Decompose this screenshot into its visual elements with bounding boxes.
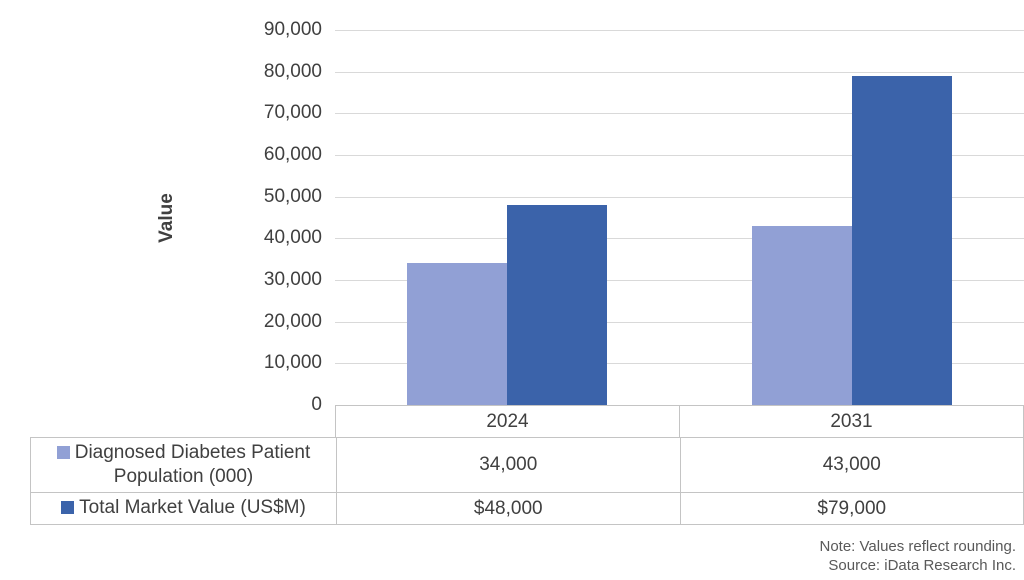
value-patient-population-2024: 34,000	[336, 438, 680, 492]
note-line: Note: Values reflect rounding.	[819, 538, 1016, 555]
plot-area	[335, 30, 1024, 405]
gridline	[335, 71, 1024, 73]
legend-entry-patient-population: Diagnosed Diabetes Patient Population (0…	[31, 438, 336, 492]
value-market-value-2031: $79,000	[679, 493, 1024, 524]
patient-population-swatch-icon	[56, 446, 70, 459]
value-patient-population-2031: 43,000	[679, 438, 1024, 492]
gridline	[335, 280, 1024, 281]
legend-entry-market-value: Total Market Value (US$M)	[31, 493, 336, 524]
y-tick-label: 30,000	[263, 269, 322, 290]
bar-2031-series-2	[851, 75, 952, 405]
category-label-2031: 2031	[679, 406, 1023, 437]
category-label-2024: 2024	[486, 410, 529, 432]
gridline	[335, 113, 1024, 115]
table-row-patient-population: Diagnosed Diabetes Patient Population (0…	[30, 437, 1024, 493]
y-tick-label: 10,000	[263, 352, 322, 374]
y-tick-label: 80,000	[263, 60, 322, 82]
bar-2024-series-1	[407, 263, 508, 405]
source-line: Source: iData Research Inc.	[828, 557, 1016, 574]
table-row-market-value: Total Market Value (US$M) $48,000 $79,00…	[30, 492, 1024, 525]
table-row-categories: 2024 2031	[335, 405, 1024, 438]
gridline	[335, 30, 1024, 31]
y-tick-label: 70,000	[263, 102, 322, 124]
bar-2024-series-2	[507, 205, 608, 405]
market-value-swatch-icon	[61, 501, 75, 514]
y-tick-label: 20,000	[263, 310, 322, 332]
gridline	[335, 238, 1024, 240]
bar-2031-series-1	[751, 225, 852, 405]
y-tick-label: 90,000	[263, 19, 322, 40]
y-axis-title: Value	[156, 193, 177, 243]
series-name-label: Total Market Value (US$M)	[79, 497, 306, 518]
gridline	[335, 363, 1024, 365]
footnotes: Note: Values reflect rounding. Source: i…	[819, 537, 1016, 575]
y-tick-label: 50,000	[263, 185, 322, 207]
y-tick-label: 60,000	[263, 144, 322, 165]
y-tick-label: 40,000	[263, 227, 322, 249]
y-tick-label: 0	[311, 394, 322, 415]
value-market-value-2024: $48,000	[336, 493, 680, 524]
series-name-label: Diagnosed Diabetes Patient Population (0…	[74, 442, 311, 487]
gridline	[335, 196, 1024, 198]
gridline	[335, 155, 1024, 156]
gridline	[335, 321, 1024, 323]
